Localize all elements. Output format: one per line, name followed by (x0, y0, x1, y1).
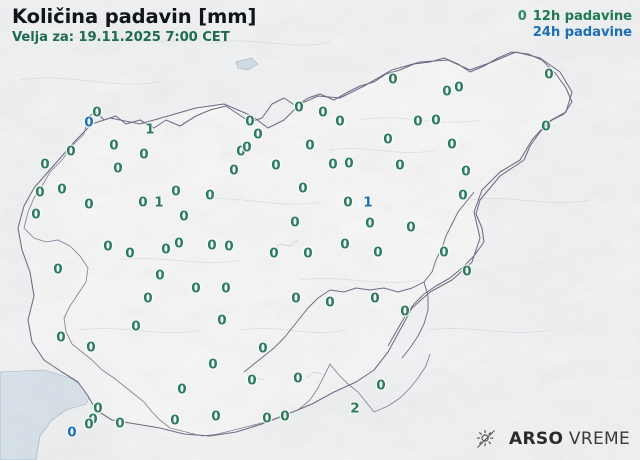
station-value: 0 (454, 79, 464, 96)
station-value: 0 (293, 370, 303, 387)
station-value: 0 (35, 184, 45, 201)
station-value: 0 (439, 244, 449, 261)
station-value: 0 (224, 238, 234, 255)
station-value: 0 (139, 146, 149, 163)
station-value: 0 (271, 157, 281, 174)
station-value: 0 (462, 263, 472, 280)
station-value: 0 (155, 267, 165, 284)
station-value: 0 (53, 261, 63, 278)
station-value: 0 (269, 245, 279, 262)
station-value: 0 (109, 137, 119, 154)
station-value: 0 (335, 113, 345, 130)
station-value: 0 (395, 157, 405, 174)
station-value: 0 (247, 372, 257, 389)
station-value: 0 (171, 183, 181, 200)
station-value: 0 (242, 139, 252, 156)
station-value: 0 (174, 235, 184, 252)
station-value: 0 (458, 187, 468, 204)
station-value: 0 (208, 356, 218, 373)
station-value: 0 (170, 412, 180, 429)
station-value: 0 (217, 312, 227, 329)
station-value: 0 (115, 415, 125, 432)
station-value: 0 (442, 83, 452, 100)
station-value: 0 (258, 340, 268, 357)
station-value: 0 (131, 318, 141, 335)
station-value: 0 (143, 290, 153, 307)
station-value: 0 (177, 381, 187, 398)
station-value: 0 (388, 71, 398, 88)
station-value: 0 (40, 156, 50, 173)
station-value: 0 (280, 408, 290, 425)
station-value: 0 (66, 143, 76, 160)
station-value: 0 (245, 113, 255, 130)
station-value: 0 (373, 244, 383, 261)
station-value: 0 (400, 303, 410, 320)
station-value: 0 (413, 113, 423, 130)
station-value: 0 (93, 400, 103, 417)
station-value: 0 (88, 411, 98, 428)
station-value: 0 (84, 416, 94, 433)
station-value: 0 (328, 156, 338, 173)
station-value: 0 (86, 339, 96, 356)
station-value: 0 (56, 329, 66, 346)
station-value: 0 (84, 196, 94, 213)
station-value: 0 (303, 245, 313, 262)
station-value: 0 (325, 294, 335, 311)
station-value: 0 (205, 187, 215, 204)
national-border (17, 51, 573, 437)
station-value: 0 (461, 163, 471, 180)
station-value: 0 (343, 194, 353, 211)
station-value: 0 (318, 104, 328, 121)
station-value: 0 (84, 114, 94, 131)
station-value: 0 (340, 236, 350, 253)
station-value: 0 (138, 194, 148, 211)
station-value: 0 (291, 290, 301, 307)
station-value: 0 (406, 219, 416, 236)
station-value: 0 (92, 104, 102, 121)
station-value: 0 (191, 280, 201, 297)
station-value: 2 (350, 400, 360, 417)
station-value: 0 (290, 214, 300, 231)
station-value: 0 (365, 215, 375, 232)
station-value: 0 (125, 245, 135, 262)
station-value: 0 (447, 136, 457, 153)
station-value: 1 (145, 121, 155, 138)
station-value: 0 (57, 181, 67, 198)
station-value: 0 (67, 424, 77, 441)
station-value: 0 (544, 66, 554, 83)
station-value: 0 (253, 126, 263, 143)
station-value: 0 (221, 280, 231, 297)
station-value: 0 (161, 241, 171, 258)
station-value: 1 (154, 194, 164, 211)
station-value: 0 (383, 131, 393, 148)
station-value: 0 (431, 112, 441, 129)
station-value: 0 (207, 237, 217, 254)
station-value: 0 (370, 290, 380, 307)
station-value: 0 (541, 118, 551, 135)
station-value: 0 (262, 410, 272, 427)
station-value: 0 (236, 143, 246, 160)
station-value: 0 (179, 208, 189, 225)
station-value: 0 (305, 137, 315, 154)
station-value: 0 (211, 408, 221, 425)
station-value: 0 (229, 162, 239, 179)
station-value: 0 (298, 180, 308, 197)
station-value: 0 (113, 160, 123, 177)
station-value: 0 (103, 238, 113, 255)
station-value: 0 (376, 377, 386, 394)
station-value: 0 (294, 99, 304, 116)
station-value: 0 (31, 206, 41, 223)
station-value: 1 (363, 194, 373, 211)
station-value: 0 (344, 155, 354, 172)
